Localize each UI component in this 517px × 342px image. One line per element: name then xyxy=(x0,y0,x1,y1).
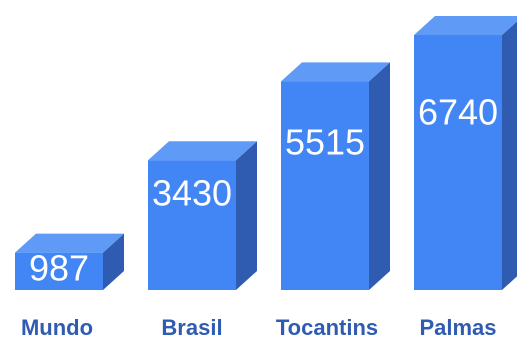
value-labels-group: 987 3430 5515 6740 xyxy=(29,91,498,288)
value-label-brasil: 3430 xyxy=(152,173,232,214)
bar-brasil xyxy=(148,160,236,290)
bar-side-brasil xyxy=(236,141,257,290)
value-label-tocantins: 5515 xyxy=(285,121,365,162)
bar-side-tocantins xyxy=(369,62,390,291)
bar-palmas xyxy=(414,35,502,290)
bar-tocantins xyxy=(281,81,369,290)
value-label-palmas: 6740 xyxy=(418,91,498,132)
category-label-brasil: Brasil xyxy=(161,315,222,340)
category-labels-group: Mundo Brasil Tocantins Palmas xyxy=(21,315,497,340)
value-label-mundo: 987 xyxy=(29,248,89,289)
category-label-tocantins: Tocantins xyxy=(276,315,378,340)
bar-top-tocantins xyxy=(281,62,390,82)
category-label-mundo: Mundo xyxy=(21,315,93,340)
category-label-palmas: Palmas xyxy=(419,315,496,340)
bar-mundo xyxy=(15,252,103,290)
bar-side-palmas xyxy=(502,21,517,290)
bar-top-palmas xyxy=(414,16,517,35)
bar-side-mundo xyxy=(103,233,124,290)
bar-top-brasil xyxy=(148,141,257,161)
bars-group xyxy=(15,16,517,291)
bar-top-mundo xyxy=(15,233,124,253)
